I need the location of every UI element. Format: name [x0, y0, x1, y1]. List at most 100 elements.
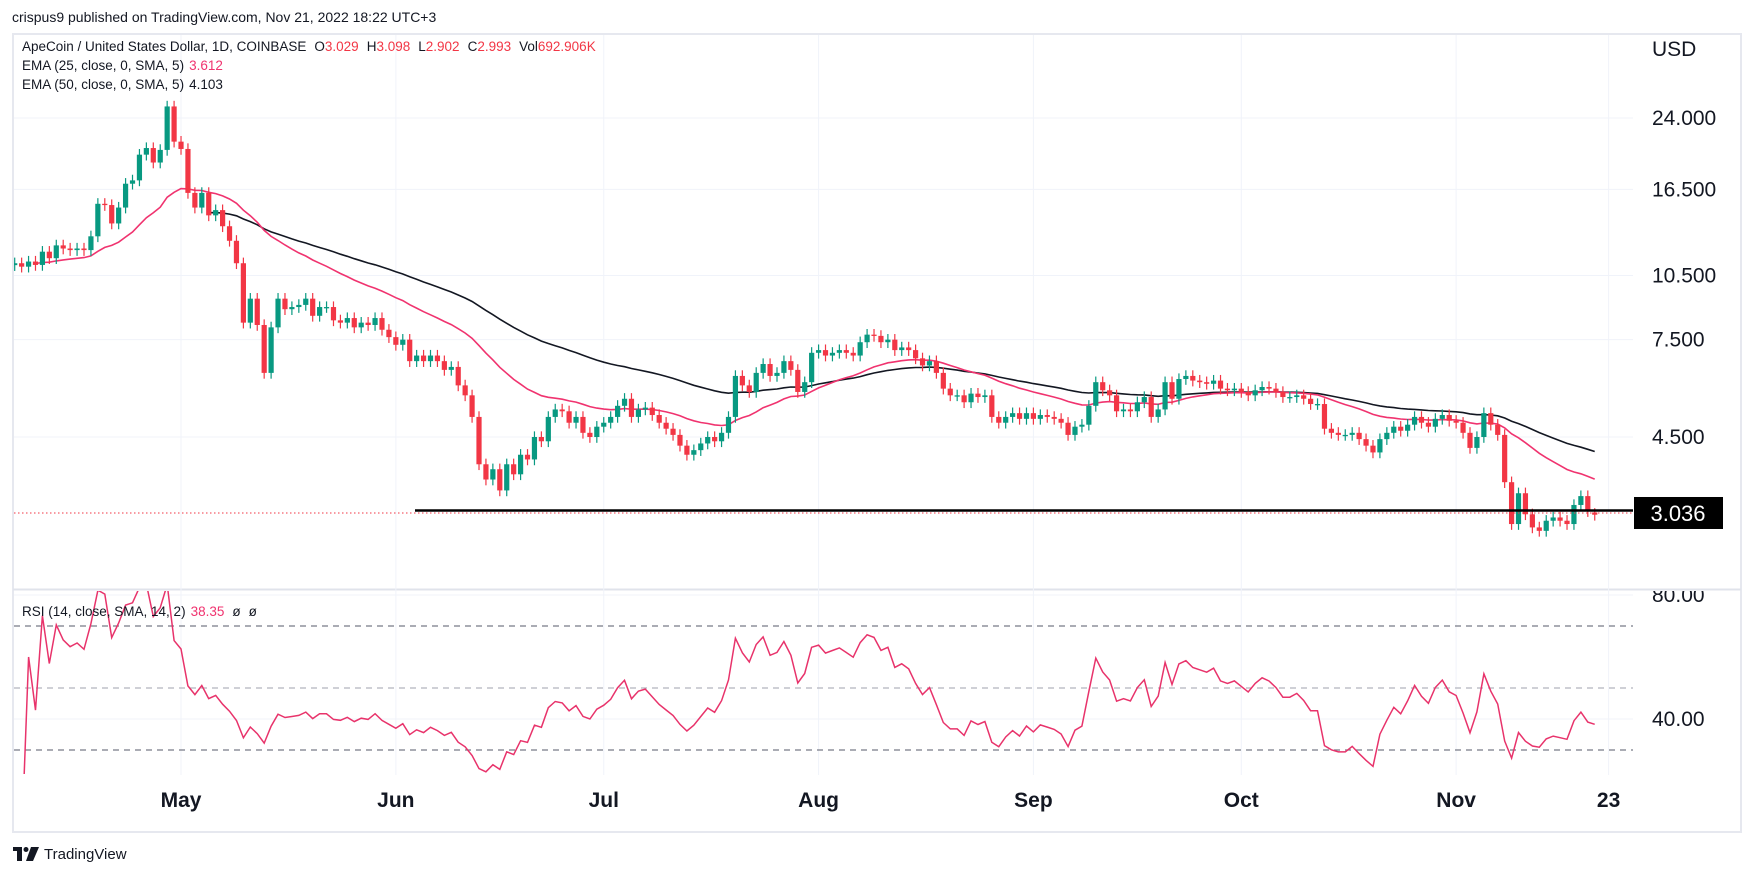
candle	[1370, 440, 1376, 459]
candle-body	[455, 366, 461, 386]
candle	[1169, 376, 1175, 405]
price-tick-label: 16.500	[1652, 178, 1716, 201]
candle	[1515, 487, 1522, 530]
candle-body	[732, 375, 739, 417]
candle-body	[1072, 426, 1078, 435]
candle-body	[1273, 388, 1279, 392]
publish-info: crispus9 published on TradingView.com, N…	[12, 9, 437, 25]
candle	[171, 100, 177, 148]
candle-body	[802, 382, 808, 392]
candle	[566, 405, 572, 429]
candle-body	[1287, 397, 1293, 399]
candle-body	[254, 298, 260, 325]
candle	[1585, 490, 1591, 517]
candle	[1411, 411, 1418, 431]
candle-body	[1502, 434, 1508, 483]
candle	[1210, 374, 1217, 390]
candle-body	[95, 203, 101, 237]
candle	[1391, 421, 1397, 439]
candle-body	[1065, 422, 1071, 435]
candle	[1314, 398, 1321, 410]
tradingview-brand[interactable]: TradingView	[13, 845, 127, 863]
candle	[60, 239, 66, 255]
candle-body	[885, 339, 891, 343]
candle-body	[1550, 517, 1556, 521]
candle-body	[1425, 422, 1432, 427]
high-label: H	[366, 39, 377, 54]
candle-body	[1238, 388, 1244, 392]
candle	[289, 301, 295, 315]
candle-body	[330, 307, 337, 321]
ema50-legend: EMA (50, close, 0, SMA, 5) 4.103	[22, 76, 223, 94]
candle-body	[414, 355, 420, 362]
candle-body	[1155, 409, 1161, 417]
rsi-label[interactable]: RSI (14, close, SMA, 14, 2)	[22, 604, 186, 619]
candle-body	[1439, 415, 1445, 419]
candle	[469, 389, 475, 423]
candle	[46, 246, 52, 265]
candle	[1342, 429, 1348, 441]
candle-body	[25, 261, 32, 267]
time-axis[interactable]: May Jun Jul Aug Sep Oct Nov 23	[161, 789, 1621, 812]
candle-body	[220, 210, 226, 227]
candle-body	[1100, 382, 1106, 391]
candle	[857, 336, 863, 362]
candle	[74, 242, 80, 256]
rsi-axis[interactable]: 80.00 40.00	[1652, 584, 1705, 731]
candle	[802, 376, 808, 398]
candle-body	[1037, 415, 1043, 419]
candle-body	[531, 437, 538, 460]
candle-body	[199, 192, 205, 208]
candle-body	[1010, 413, 1016, 417]
candle-body	[1377, 439, 1383, 453]
ema50-label[interactable]: EMA (50, close, 0, SMA, 5)	[22, 77, 185, 92]
candle	[157, 144, 163, 169]
candle-body	[116, 207, 122, 224]
price-pane[interactable]	[12, 100, 1633, 537]
candle-body	[1356, 432, 1362, 440]
candle	[1003, 411, 1009, 429]
candle-body	[1141, 397, 1147, 403]
high-value: 3.098	[376, 39, 411, 54]
symbol-title[interactable]: ApeCoin / United States Dollar, 1D, COIN…	[22, 39, 307, 54]
candle	[1086, 400, 1092, 431]
candle-body	[1405, 424, 1411, 431]
candle-body	[1411, 416, 1418, 425]
candle-body	[1453, 420, 1459, 423]
candle-body	[871, 334, 877, 336]
candle	[628, 393, 635, 423]
candle	[1197, 374, 1203, 388]
candle	[81, 242, 87, 256]
rsi-tick-label: 40.00	[1652, 708, 1705, 731]
candle-body	[358, 322, 364, 328]
low-value: 2.902	[425, 39, 460, 54]
candle	[836, 344, 842, 359]
candle-body	[926, 361, 933, 366]
candle-body	[46, 251, 52, 259]
rsi-pane[interactable]	[14, 584, 1633, 843]
ema25-label[interactable]: EMA (25, close, 0, SMA, 5)	[22, 58, 185, 73]
candle	[1051, 411, 1057, 425]
candle	[448, 361, 454, 376]
candle	[1384, 427, 1390, 445]
candle	[185, 143, 191, 199]
candle-body	[1585, 496, 1591, 512]
candle	[1522, 487, 1529, 521]
candle	[1280, 386, 1286, 403]
candle-body	[1169, 382, 1175, 399]
candle	[116, 201, 122, 230]
candle	[1446, 409, 1452, 427]
open-label: O	[314, 39, 325, 54]
candle	[1037, 409, 1043, 425]
candle-body	[1280, 391, 1286, 398]
candle	[1238, 383, 1244, 398]
candle-body	[538, 437, 544, 442]
price-axis[interactable]: USD 24.000 16.500 10.500 7.500 4.500 3.0…	[1634, 38, 1723, 529]
candle-body	[296, 304, 302, 308]
candle-body	[310, 298, 316, 316]
candle-body	[143, 148, 149, 155]
volume-value: 692.906K	[537, 39, 596, 54]
candle-body	[1294, 395, 1300, 398]
candle	[372, 312, 378, 331]
